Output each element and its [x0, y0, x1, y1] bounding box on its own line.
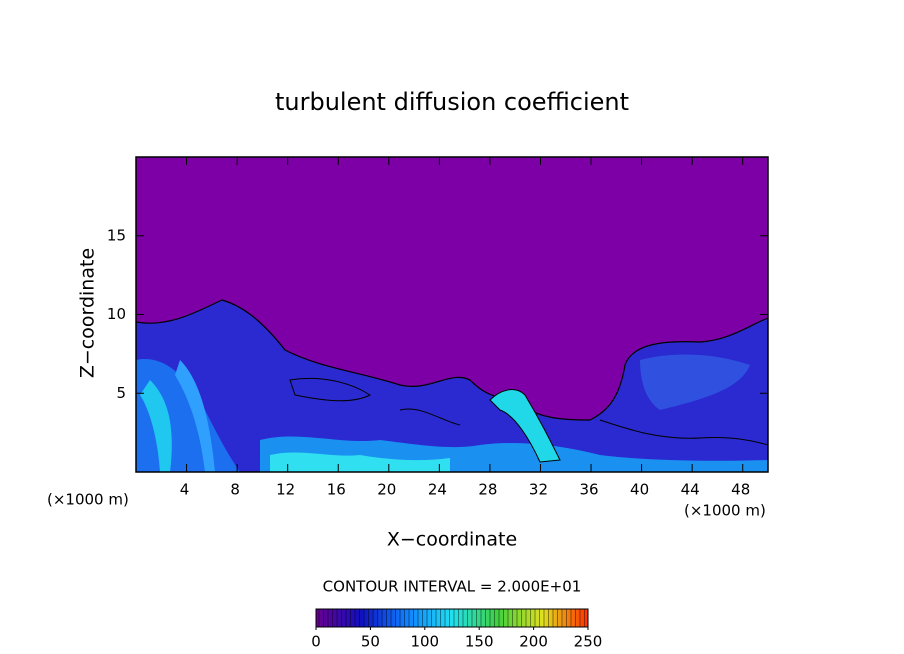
x-tick-label: 8	[230, 481, 240, 499]
colorbar	[315, 608, 589, 628]
x-tick-label: 20	[377, 481, 396, 499]
colorbar-tick-label: 0	[311, 633, 321, 651]
y-axis-label: Z−coordinate	[77, 248, 99, 378]
x-tick-label: 32	[529, 481, 548, 499]
x-tick-label: 48	[731, 481, 750, 499]
contour-interval: CONTOUR INTERVAL = 2.000E+01	[323, 578, 582, 596]
x-tick-label: 40	[630, 481, 649, 499]
x-tick-label: 16	[327, 481, 346, 499]
colorbar-tick-label: 50	[361, 633, 380, 651]
colorbar-tick-label: 250	[574, 633, 603, 651]
y-tick-label: 10	[107, 305, 126, 323]
x-tick-label: 24	[428, 481, 447, 499]
x-tick-label: 36	[579, 481, 598, 499]
colorbar-tick-label: 100	[410, 633, 439, 651]
x-tick-label: 28	[478, 481, 497, 499]
x-tick-label: 44	[681, 481, 700, 499]
y-unit: (×1000 m)	[47, 491, 129, 509]
y-tick-label: 15	[107, 226, 126, 244]
x-unit: (×1000 m)	[684, 502, 766, 520]
x-tick-label: 12	[276, 481, 295, 499]
field	[136, 157, 768, 472]
chart-title: turbulent diffusion coefficient	[275, 88, 629, 116]
colorbar-tick-label: 150	[465, 633, 494, 651]
colorbar-tick-label: 200	[519, 633, 548, 651]
x-axis-label: X−coordinate	[387, 529, 517, 551]
y-tick-label: 5	[116, 384, 126, 402]
x-tick-label: 4	[180, 481, 190, 499]
